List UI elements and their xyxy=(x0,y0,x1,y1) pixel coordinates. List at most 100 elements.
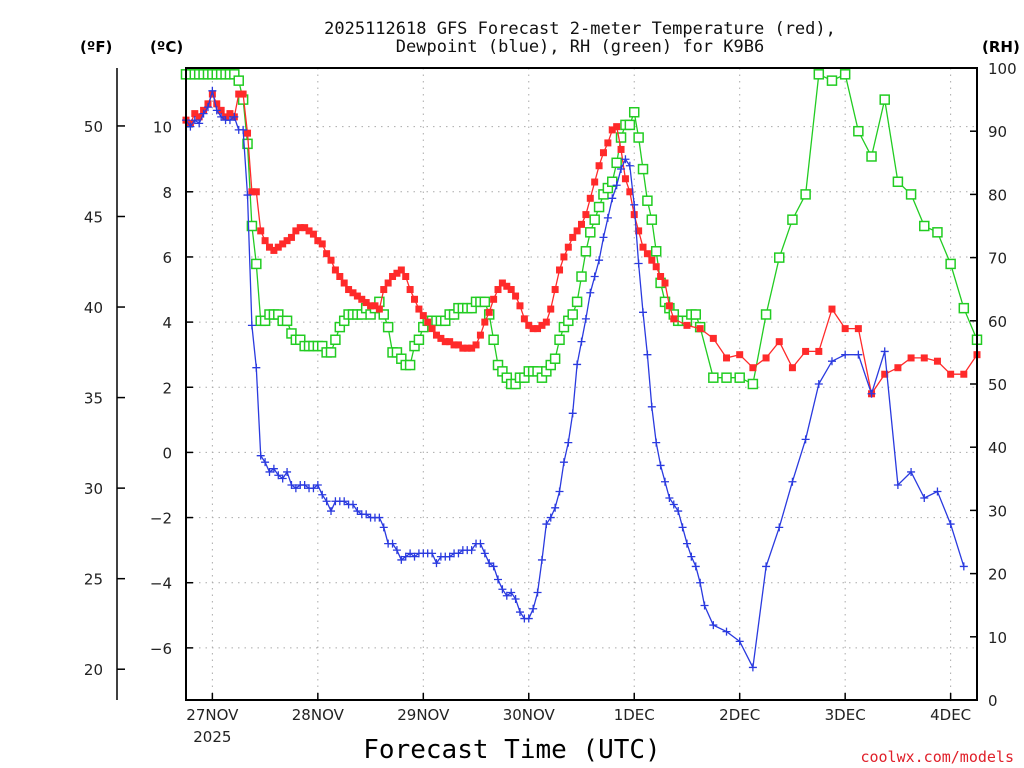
dewpoint-point-128 xyxy=(827,357,836,366)
dewpoint-point-4 xyxy=(199,109,208,118)
temperature-point-29 xyxy=(309,230,317,238)
dewpoint-point-121 xyxy=(735,637,744,646)
dewpoint-point-24 xyxy=(287,480,296,489)
dewpoint-point-57 xyxy=(432,559,441,568)
dewpoint-point-94 xyxy=(595,256,604,265)
temperature-point-107 xyxy=(652,263,660,271)
rh-point-93 xyxy=(589,214,600,225)
temperature-point-123 xyxy=(828,305,836,313)
dewpoint-point-95 xyxy=(599,233,608,242)
dewpoint-point-23 xyxy=(283,467,292,476)
temperature-point-54 xyxy=(419,312,427,320)
dewpoint-point-101 xyxy=(625,161,634,170)
temperature-point-113 xyxy=(696,325,704,333)
rh-point-90 xyxy=(576,271,587,282)
time-tick-label: 27NOV xyxy=(186,706,239,724)
temperature-point-47 xyxy=(389,272,397,280)
temperature-point-62 xyxy=(454,341,462,349)
rh-tick-label: 60 xyxy=(988,313,1007,331)
dewpoint-point-31 xyxy=(318,490,327,499)
dewpoint-point-22 xyxy=(278,474,287,483)
dewpoint-point-74 xyxy=(507,588,516,597)
temperature-point-85 xyxy=(556,266,564,274)
temperature-point-33 xyxy=(327,256,335,264)
temperature-point-38 xyxy=(349,289,357,297)
temperature-point-97 xyxy=(608,126,616,134)
fahrenheit-tick-label: 50 xyxy=(84,118,103,136)
temperature-point-56 xyxy=(428,325,436,333)
rh-point-120 xyxy=(734,372,745,383)
temperature-point-98 xyxy=(613,123,621,131)
temperature-point-53 xyxy=(415,305,423,313)
rh-point-89 xyxy=(571,296,583,308)
temperature-point-94 xyxy=(595,162,603,170)
rh-point-92 xyxy=(585,227,596,238)
rh-point-124 xyxy=(787,214,798,225)
dewpoint-point-89 xyxy=(573,360,582,369)
dewpoint-point-85 xyxy=(555,487,564,496)
rh-point-34 xyxy=(330,334,341,346)
rh-point-51 xyxy=(404,359,416,371)
temperature-point-37 xyxy=(345,286,353,294)
rh-tick-label: 20 xyxy=(988,566,1007,584)
dewpoint-point-18 xyxy=(261,458,270,467)
rh-series xyxy=(180,69,983,390)
dewpoint-point-116 xyxy=(691,562,700,571)
dewpoint-point-8 xyxy=(217,112,226,121)
dewpoint-point-79 xyxy=(529,604,538,613)
dewpoint-point-65 xyxy=(467,546,476,555)
temperature-point-44 xyxy=(375,305,383,313)
dewpoint-point-129 xyxy=(841,350,850,359)
dewpoint-point-103 xyxy=(634,259,643,268)
temperature-point-12 xyxy=(235,90,243,98)
dewpoint-point-81 xyxy=(537,555,546,564)
temperature-point-77 xyxy=(520,315,528,323)
rh-point-99 xyxy=(615,132,627,143)
rh-point-107 xyxy=(650,246,662,257)
rh-point-46 xyxy=(382,321,394,333)
temperature-point-101 xyxy=(626,188,634,196)
temperature-point-96 xyxy=(604,139,612,147)
dewpoint-point-92 xyxy=(586,288,595,297)
celsius-tick-label: 8 xyxy=(162,184,172,202)
dewpoint-point-134 xyxy=(907,467,916,476)
temperature-point-120 xyxy=(788,364,796,372)
temperature-point-21 xyxy=(274,243,282,251)
dewpoint-point-131 xyxy=(867,389,876,398)
time-tick-label: 28NOV xyxy=(292,706,345,724)
dewpoint-point-84 xyxy=(551,503,560,512)
rh-point-105 xyxy=(642,195,653,206)
dewpoint-point-49 xyxy=(397,555,406,564)
temperature-point-57 xyxy=(432,331,440,339)
fahrenheit-tick-label: 40 xyxy=(84,299,103,317)
temperature-point-121 xyxy=(802,347,810,355)
x-axis-title: Forecast Time (UTC) xyxy=(363,735,660,765)
temperature-point-27 xyxy=(301,224,309,232)
dewpoint-point-135 xyxy=(920,494,929,503)
temperature-point-19 xyxy=(265,243,273,251)
dewpoint-point-75 xyxy=(511,595,520,604)
temperature-point-118 xyxy=(762,354,770,362)
rh-tick-label: 50 xyxy=(988,376,1007,394)
dewpoint-point-110 xyxy=(665,494,674,503)
temperature-point-7 xyxy=(213,100,221,108)
temperature-point-67 xyxy=(476,331,484,339)
rh-point-16 xyxy=(251,258,262,270)
temperature-point-87 xyxy=(564,243,572,251)
time-axis: 27NOV 2025 28NOV 29NOV 30NOV 1DEC 2DEC 3DEC 4DEC xyxy=(186,693,971,746)
dewpoint-point-44 xyxy=(375,513,384,522)
temperature-point-76 xyxy=(516,302,524,310)
temperature-point-91 xyxy=(582,211,590,219)
dewpoint-point-109 xyxy=(660,477,669,486)
fahrenheit-tick-label: 35 xyxy=(84,390,103,408)
rh-tick-label: 0 xyxy=(988,692,998,710)
temperature-point-34 xyxy=(331,266,339,274)
rh-point-94 xyxy=(593,201,605,213)
temperature-point-8 xyxy=(217,106,225,114)
temperature-point-3 xyxy=(195,113,203,121)
dewpoint-point-50 xyxy=(401,552,410,561)
celsius-tick-label: 2 xyxy=(162,379,172,397)
dewpoint-point-113 xyxy=(678,523,687,532)
temperature-point-128 xyxy=(894,364,902,372)
